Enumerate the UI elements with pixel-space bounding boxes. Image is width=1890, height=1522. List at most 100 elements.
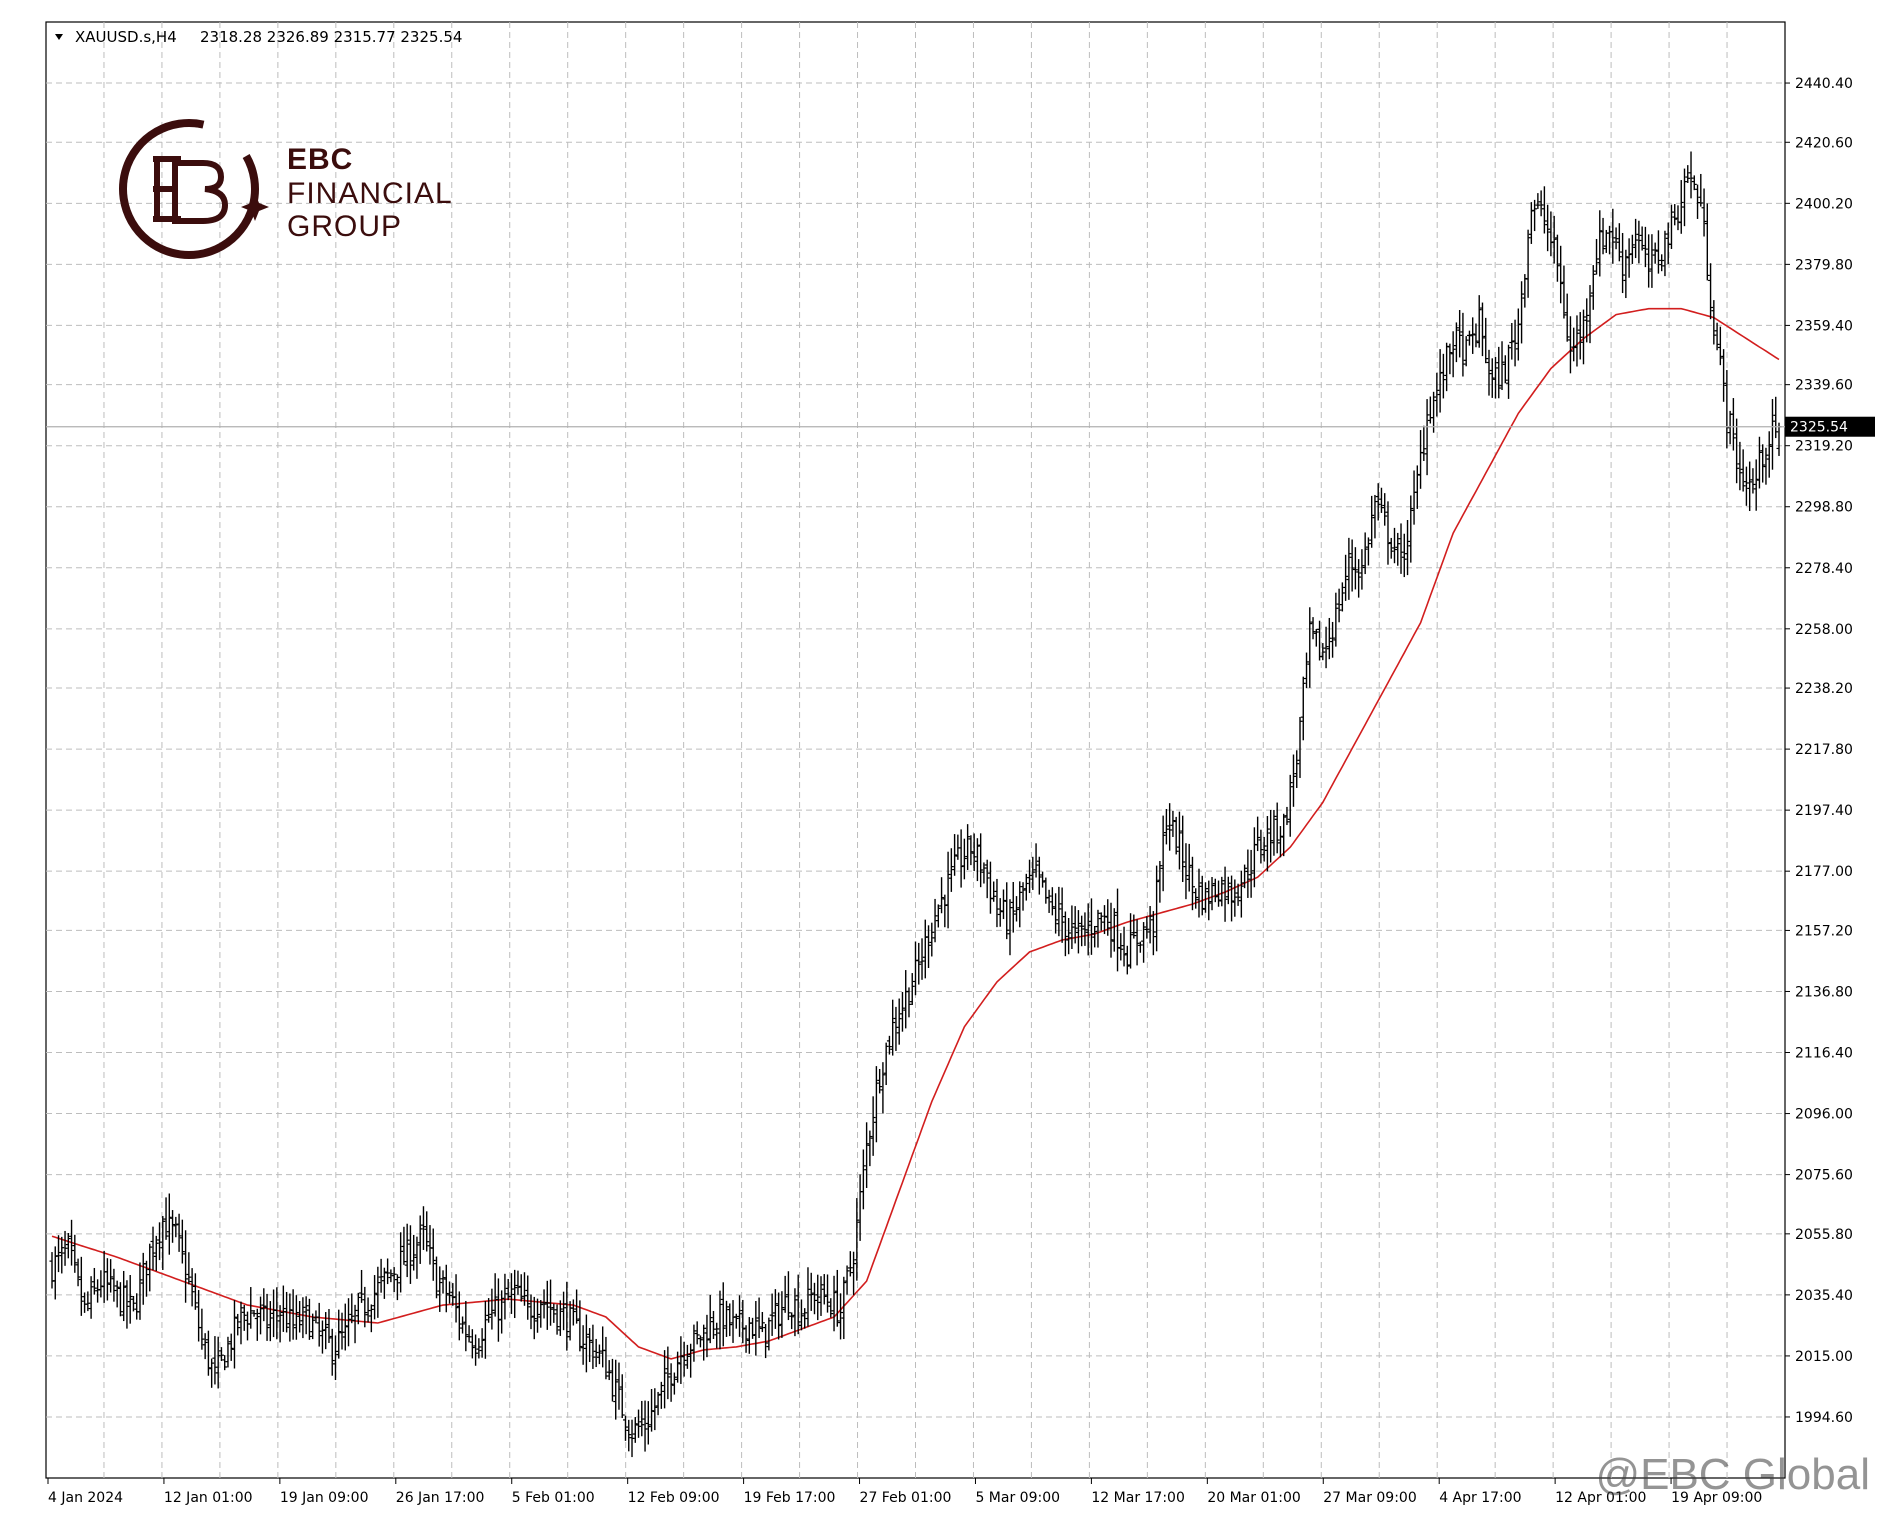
ohlc-bar: [1773, 396, 1779, 439]
ohlc-bar: [1623, 249, 1629, 299]
ohlc-bar: [531, 1296, 537, 1340]
ohlc-bar: [603, 1336, 609, 1380]
ohlc-bar: [1424, 399, 1430, 476]
ohlc-bar: [521, 1272, 527, 1306]
time-axis: 4 Jan 2024 12 Jan 01:00 19 Jan 09:00 26 Jan…: [47, 1478, 1762, 1506]
ohlc-bar: [1225, 876, 1231, 905]
ohlc-bar: [310, 1313, 316, 1340]
ohlc-bar: [834, 1269, 840, 1327]
ohlc-bars-layer: [49, 151, 1782, 1458]
ohlc-bar: [466, 1325, 472, 1343]
ohlc-bar: [1147, 906, 1153, 944]
ohlc-bar: [1284, 806, 1290, 826]
x-tick-label: 5 Mar 09:00: [975, 1490, 1060, 1506]
ohlc-bar: [1343, 554, 1349, 601]
ohlc-bar: [1714, 322, 1720, 351]
ohlc-bar: [1137, 941, 1143, 953]
ohlc-bar: [792, 1288, 798, 1337]
ohlc-bar: [1486, 349, 1492, 396]
ohlc-bar: [443, 1264, 449, 1313]
ohlc-bar: [720, 1282, 726, 1347]
ohlc-bar: [456, 1291, 462, 1341]
ohlc-bar: [1460, 312, 1466, 377]
ohlc-bar: [1101, 905, 1107, 935]
ohlc-bar: [626, 1419, 632, 1452]
ohlc-bar: [235, 1313, 241, 1336]
ohlc-bar: [1248, 849, 1254, 898]
ohlc-bar: [228, 1333, 234, 1361]
ohlc-bar: [1756, 436, 1762, 489]
ohlc-bar: [1590, 265, 1596, 310]
ohlc-bar: [1730, 398, 1736, 451]
ohlc-bar: [1704, 203, 1710, 281]
ohlc-bar: [329, 1328, 335, 1376]
ohlc-bar: [1264, 816, 1270, 872]
ohlc-bar: [489, 1288, 495, 1330]
ohlc-bar: [1613, 227, 1619, 250]
ohlc-bar: [1333, 592, 1339, 647]
ohlc-bar: [1532, 199, 1538, 232]
ohlc-bar: [189, 1268, 195, 1307]
x-tick-label: 5 Feb 01:00: [512, 1490, 595, 1506]
ohlc-bar: [1105, 899, 1111, 936]
ohlc-bar: [186, 1252, 192, 1285]
ohlc-bar: [697, 1335, 703, 1348]
ohlc-bar: [1740, 449, 1746, 492]
ohlc-bar: [1150, 911, 1156, 956]
ohlc-bar: [1157, 860, 1163, 903]
ohlc-bar: [1128, 913, 1134, 969]
ohlc-bar: [450, 1283, 456, 1306]
ohlc-bar: [212, 1336, 218, 1385]
ohlc-bar: [56, 1235, 62, 1273]
source-watermark: @EBC Global: [1595, 1450, 1870, 1499]
ohlc-bar: [740, 1299, 746, 1344]
ohlc-bar: [717, 1290, 723, 1350]
ohlc-bar: [926, 925, 932, 968]
ohlc-bar: [1245, 849, 1251, 898]
ohlc-bar: [844, 1265, 850, 1295]
ohlc-bar: [1323, 626, 1329, 669]
ohlc-bar: [1724, 370, 1730, 449]
ohlc-bar: [1339, 582, 1345, 612]
ohlc-bar: [1160, 815, 1166, 892]
ohlc-bar: [935, 904, 941, 928]
ohlc-bar: [1307, 607, 1313, 688]
ohlc-bar: [629, 1419, 635, 1458]
ohlc-bar: [1629, 234, 1635, 264]
ohlc-bar: [1489, 358, 1495, 398]
ohlc-bar: [316, 1302, 322, 1347]
ohlc-bar: [1662, 230, 1668, 277]
ohlc-bar: [782, 1275, 788, 1313]
ohlc-bar: [753, 1301, 759, 1356]
ohlc-bar: [365, 1297, 371, 1323]
ohlc-bar: [313, 1310, 319, 1324]
ohlc-bar: [368, 1304, 374, 1333]
ohlc-bar: [1652, 242, 1658, 264]
ohlc-bar: [1134, 919, 1140, 966]
ohlc-bar: [1020, 882, 1026, 911]
ohlc-bar: [153, 1235, 159, 1272]
ohlc-bar: [75, 1258, 81, 1287]
ohlc-bar: [743, 1325, 749, 1353]
ohlc-bar: [1027, 859, 1033, 894]
ohlc-bar: [1274, 802, 1280, 854]
ohlc-bar: [1753, 459, 1759, 511]
ohlc-bar: [890, 999, 896, 1056]
ohlc-bar: [518, 1274, 524, 1302]
ohlc-bar: [1457, 310, 1463, 358]
ohlc-bar: [160, 1216, 166, 1270]
y-tick-label: 2035.40: [1795, 1288, 1853, 1304]
ohlc-bar: [570, 1299, 576, 1326]
ohlc-bar: [326, 1309, 332, 1343]
ohlc-bar: [72, 1234, 78, 1273]
ohlc-bar: [707, 1294, 713, 1344]
ohlc-bar: [1261, 836, 1267, 862]
ohlc-bar: [593, 1338, 599, 1368]
ohlc-bar: [434, 1256, 440, 1299]
ohlc-bar: [1023, 873, 1029, 901]
ohlc-bar: [675, 1351, 681, 1383]
ohlc-bar: [649, 1389, 655, 1432]
ohlc-bar: [157, 1222, 163, 1261]
